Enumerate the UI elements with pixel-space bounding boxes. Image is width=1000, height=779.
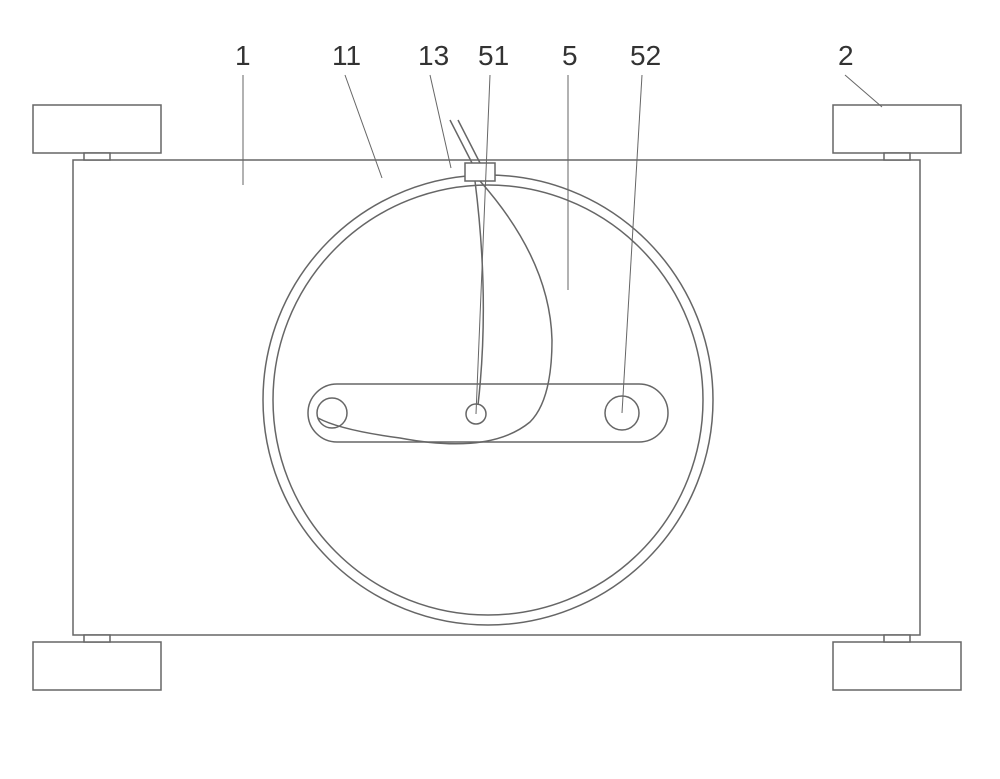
wheel-post-3 bbox=[884, 635, 910, 642]
label-13: 13 bbox=[418, 40, 449, 72]
leader-52 bbox=[622, 75, 642, 413]
wheel-2 bbox=[33, 642, 161, 690]
wheel-0 bbox=[33, 105, 161, 153]
label-5: 5 bbox=[562, 40, 578, 72]
leader-2 bbox=[845, 75, 882, 107]
label-11: 11 bbox=[332, 40, 361, 72]
leader-11 bbox=[345, 75, 382, 178]
circle-inner bbox=[273, 185, 703, 615]
label-52: 52 bbox=[630, 40, 661, 72]
body-rect bbox=[73, 160, 920, 635]
slot bbox=[308, 384, 668, 442]
leader-13 bbox=[430, 75, 451, 168]
cord-1 bbox=[475, 181, 483, 405]
wheel-post-0 bbox=[84, 153, 110, 160]
label-1: 1 bbox=[235, 40, 251, 72]
technical-diagram bbox=[0, 0, 1000, 779]
label-51: 51 bbox=[478, 40, 509, 72]
leader-51 bbox=[476, 75, 490, 414]
label-2: 2 bbox=[838, 40, 854, 72]
wheel-1 bbox=[833, 105, 961, 153]
circle-outer bbox=[263, 175, 713, 625]
wheel-3 bbox=[833, 642, 961, 690]
port bbox=[465, 163, 495, 181]
wheel-post-1 bbox=[884, 153, 910, 160]
wheel-post-2 bbox=[84, 635, 110, 642]
